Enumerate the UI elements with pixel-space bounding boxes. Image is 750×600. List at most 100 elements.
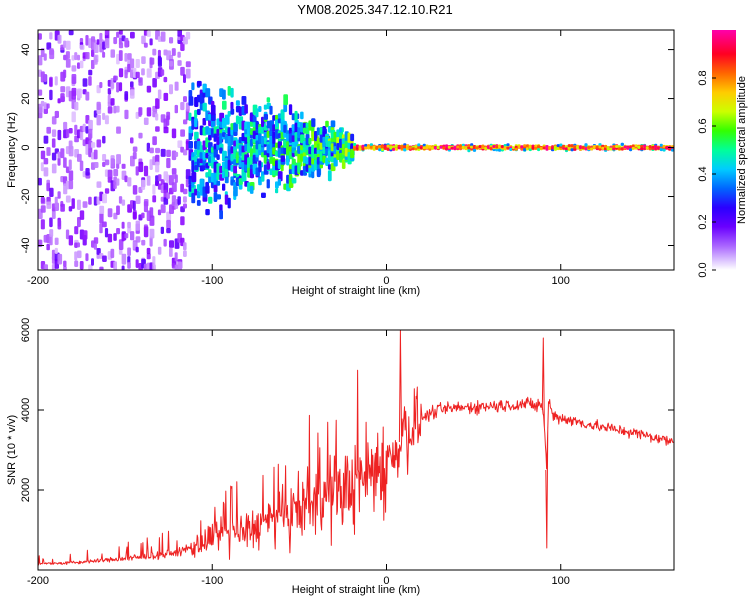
spectrogram-cell <box>361 144 365 148</box>
spectrogram-cell <box>146 30 151 37</box>
colorbar-label: Normalized spectral amplitude <box>736 76 748 224</box>
spectrogram-cell <box>609 147 613 151</box>
spectrogram-cell <box>191 124 195 130</box>
spectrogram-cell <box>325 148 329 156</box>
spectrogram-cell <box>266 97 271 103</box>
spectrogram-cell <box>85 126 89 134</box>
spectrogram-cell <box>612 144 616 148</box>
spectrogram-cell <box>121 221 125 229</box>
spectrogram-cell <box>107 169 113 180</box>
spectrogram-cell <box>453 147 457 151</box>
spectrogram-cell <box>91 49 95 57</box>
spectrogram-x-axis: -200 -100 0 100 <box>27 30 570 287</box>
spectrogram-cell <box>88 264 93 270</box>
spectrogram-cell <box>333 157 338 167</box>
spectrogram-cell <box>235 100 240 106</box>
spectrogram-cell <box>219 165 223 174</box>
spectrogram-cell <box>183 74 186 83</box>
spectrogram-cell <box>113 75 118 81</box>
spectrogram-cell <box>143 117 149 125</box>
spectrogram-cell <box>258 106 262 112</box>
spectrogram-cell <box>51 163 57 174</box>
spectrogram-cell <box>146 253 151 260</box>
spectrogram-cell <box>241 171 247 182</box>
spectrogram-cell <box>230 123 235 130</box>
spectrogram-cell <box>230 87 234 98</box>
spectrogram-cell <box>132 152 137 160</box>
spectrogram-cell <box>233 122 238 132</box>
spectrogram-cell <box>124 91 129 101</box>
spectrogram-cell <box>194 140 198 150</box>
spectrogram-cell <box>350 133 355 142</box>
spectrogram-cell <box>57 157 61 166</box>
spectrogram-cell <box>149 236 153 247</box>
spectrogram-cell <box>235 143 240 149</box>
spectrogram-cell <box>185 61 191 68</box>
spectrogram-cell <box>464 147 468 151</box>
spectrogram-cell <box>149 38 153 46</box>
spectrogram-cell <box>567 144 571 148</box>
spectrogram-cell <box>130 58 135 69</box>
spectrogram-cell <box>110 49 115 58</box>
spectrogram-cell <box>63 260 67 267</box>
spectrogram-cell <box>171 182 177 192</box>
spectrogram-cell <box>185 109 190 121</box>
spectrogram-cell <box>548 146 552 150</box>
spectrogram-cell <box>283 124 287 133</box>
spectrogram-cell <box>166 228 171 234</box>
spectrogram-cell <box>643 144 647 148</box>
spectrogram-cell <box>467 144 471 148</box>
spectrogram-cell <box>230 101 234 110</box>
spectrogram-cell <box>537 148 541 152</box>
spectrogram-cell <box>46 201 52 209</box>
spectrogram-cell <box>199 178 204 189</box>
spectrogram-cell <box>107 94 111 104</box>
spectrogram-cell <box>645 146 649 150</box>
spectrogram-cell <box>314 147 318 155</box>
spectrogram-cell <box>104 115 109 125</box>
spectrogram-cell <box>177 51 181 58</box>
spectrogram-cell <box>224 176 229 184</box>
spectrogram-cell <box>152 48 157 56</box>
spectrogram-cell <box>177 140 183 148</box>
spectrogram-cell <box>54 110 59 118</box>
spectrogram-cell <box>275 188 279 194</box>
spectrogram-cell <box>194 131 199 141</box>
spectrogram-cell <box>183 96 187 103</box>
spectrogram-cell <box>166 115 170 126</box>
spectrogram-cell <box>205 181 209 191</box>
spectrogram-cell <box>643 147 647 151</box>
spectrogram-cell <box>358 145 362 149</box>
spectrogram-cell <box>383 146 387 150</box>
spectrogram-cell <box>503 144 507 147</box>
spectrogram-cell <box>224 114 230 125</box>
spectrogram-cell <box>414 145 418 148</box>
spectrogram-cell <box>149 215 155 226</box>
spectrogram-cell <box>581 146 585 150</box>
spectrogram-cell <box>222 161 226 168</box>
spectrogram-cell <box>235 115 239 125</box>
figure-title: YM08.2025.347.12.10.R21 <box>297 2 452 17</box>
spectrogram-cell <box>523 148 527 152</box>
spectrogram-cell <box>194 117 198 128</box>
spectrogram-cell <box>389 146 393 150</box>
spectrogram-cell <box>157 89 162 100</box>
spectrogram-cell <box>222 171 226 179</box>
spectrogram-cell <box>155 161 160 173</box>
spectrogram-cell <box>130 31 135 39</box>
spectrogram-cell <box>99 205 105 214</box>
spectrogram-cell <box>210 104 216 116</box>
spectrogram-cell <box>99 212 104 224</box>
spectrogram-cell <box>138 132 143 139</box>
spectrogram-cell <box>286 141 290 150</box>
spectrogram-cell <box>604 147 608 151</box>
spectrogram-cell <box>38 177 42 186</box>
spectrogram-cell <box>185 140 189 151</box>
spectrogram-cell <box>121 199 126 206</box>
spectrogram-cell <box>353 147 357 151</box>
spectrogram-cell <box>598 145 602 149</box>
spectrogram-cell <box>467 149 471 153</box>
spectrogram-cell <box>65 229 70 240</box>
spectrogram-cell <box>85 52 90 60</box>
spectrogram-cell <box>258 160 262 167</box>
